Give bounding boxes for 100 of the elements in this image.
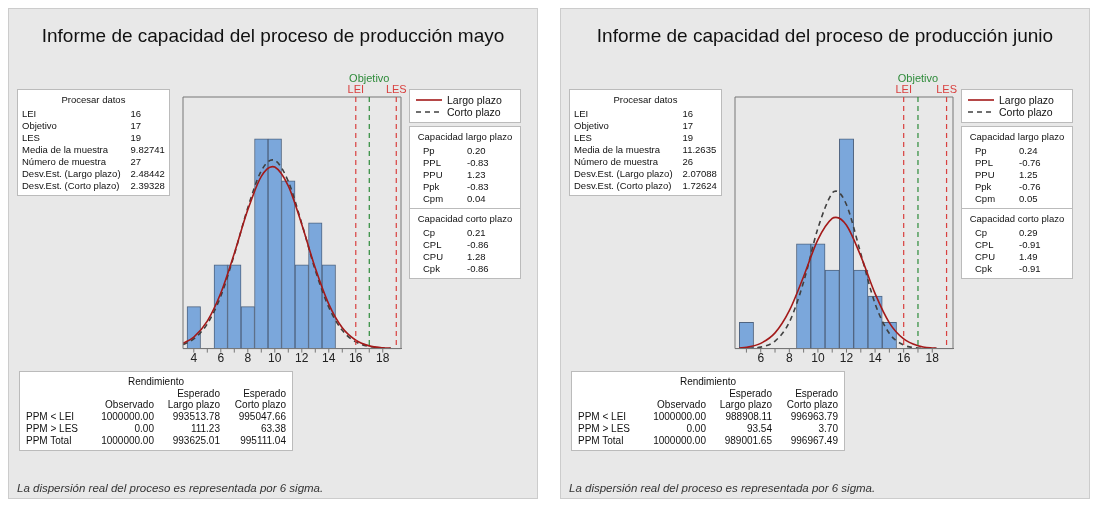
ref-line-label: Objetivo (897, 71, 939, 84)
data-label: 1.25 (1019, 169, 1039, 180)
legend-label: Corto plazo (447, 106, 501, 118)
text: Capacidad largo plazo (968, 131, 1066, 142)
category-label: Cpk (423, 263, 441, 274)
data-label: 0.29 (1019, 227, 1039, 238)
data-label: 19 (130, 132, 143, 143)
data-label: -0.76 (1019, 181, 1042, 192)
data-label: 9.82741 (130, 144, 165, 155)
data-label: 0.20 (467, 145, 487, 156)
chart-title: Informe de capacidad del proceso de producción junio (595, 25, 1055, 47)
category-label: Objetivo (22, 120, 58, 131)
data-label: 16 (130, 108, 143, 119)
ref-line-label: LES (385, 82, 407, 95)
data-label: -0.91 (1019, 239, 1042, 250)
series-label: Observado (104, 398, 154, 410)
legend-label: Corto plazo (999, 106, 1053, 118)
data-label: 16 (682, 108, 695, 119)
category-label: PPM < LEI (26, 411, 76, 422)
data-label: 17 (130, 120, 143, 131)
category-label: Objetivo (574, 120, 610, 131)
data-label: 19 (682, 132, 695, 143)
data-label: 1.72624 (682, 180, 717, 191)
text: Esperado Corto plazo (233, 388, 286, 410)
x-tick-label: 16 (897, 351, 911, 366)
category-label: PPM Total (26, 435, 73, 446)
data-label: 0.04 (467, 193, 487, 204)
data-label: 993625.01 (171, 435, 220, 446)
data-label: -0.86 (467, 239, 490, 250)
data-label: 995111.04 (239, 435, 286, 446)
category-label: CPU (423, 251, 445, 262)
category-label: Cpk (975, 263, 993, 274)
category-label: Media de la muestra (22, 144, 110, 155)
category-label: Cp (975, 227, 989, 238)
data-label: 27 (130, 156, 143, 167)
data-label: 93.54 (745, 423, 772, 434)
text: La dispersión real del proceso es representada por 6 sigma. (569, 482, 876, 494)
category-label: Desv.Est. (Corto plazo) (22, 180, 121, 191)
category-label: Pp (975, 145, 988, 156)
x-tick-label: 10 (811, 351, 825, 366)
text: La dispersión real del proceso es representada por 6 sigma. (17, 482, 324, 494)
category-label: Ppk (975, 181, 993, 192)
data-label: 0.05 (1019, 193, 1039, 204)
data-label: 26 (682, 156, 695, 167)
data-label: -0.76 (1019, 157, 1042, 168)
data-label: 995047.66 (237, 411, 286, 422)
data-label: 2.39328 (130, 180, 165, 191)
category-label: PPM Total (578, 435, 625, 446)
category-label: Cpm (975, 193, 997, 204)
category-label: CPL (423, 239, 443, 250)
category-label: Desv.Est. (Largo plazo) (22, 168, 121, 179)
category-label: LES (22, 132, 41, 143)
text: Esperado Largo plazo (718, 388, 772, 410)
category-label: PPM < LEI (578, 411, 628, 422)
text: Procesar datos (60, 94, 127, 105)
x-tick-label: 4 (190, 351, 198, 366)
data-label: 1000000.00 (652, 411, 706, 422)
x-tick-label: 16 (349, 351, 363, 366)
data-label: 1.49 (1019, 251, 1039, 262)
category-label: PPM > LES (578, 423, 631, 434)
data-label: 1.28 (467, 251, 487, 262)
text: Esperado Corto plazo (785, 388, 838, 410)
data-label: 0.00 (133, 423, 154, 434)
x-tick-label: 18 (376, 351, 390, 366)
category-label: CPL (975, 239, 995, 250)
data-label: -0.86 (467, 263, 490, 274)
text: Capacidad largo plazo (416, 131, 514, 142)
x-tick-label: 6 (757, 351, 765, 366)
category-label: Ppk (423, 181, 441, 192)
text: Procesar datos (612, 94, 679, 105)
category-label: Cp (423, 227, 437, 238)
data-label: 988908.11 (724, 411, 772, 422)
category-label: Número de muestra (574, 156, 659, 167)
text: Capacidad corto plazo (968, 213, 1066, 224)
ref-line-label: Objetivo (349, 71, 390, 84)
x-tick-label: 8 (244, 351, 252, 366)
legend-label: Largo plazo (447, 94, 502, 106)
x-tick-label: 14 (868, 351, 883, 366)
data-label: 993513.78 (171, 411, 220, 422)
category-label: LEI (22, 108, 38, 119)
category-label: LES (574, 132, 593, 143)
x-tick-label: 6 (217, 351, 225, 366)
data-label: 1000000.00 (100, 411, 154, 422)
data-label: 111.23 (189, 423, 220, 434)
x-tick-label: 12 (839, 351, 854, 366)
data-label: 0.24 (1019, 145, 1039, 156)
data-label: 996967.49 (789, 435, 838, 446)
chart-title: Informe de capacidad del proceso de producción mayo (40, 25, 506, 47)
category-label: Pp (423, 145, 436, 156)
data-label: 1.23 (467, 169, 487, 180)
category-label: CPU (975, 251, 997, 262)
text: Capacidad corto plazo (416, 213, 514, 224)
category-label: Media de la muestra (574, 144, 662, 155)
data-label: 989001.65 (723, 435, 772, 446)
data-label: 1000000.00 (100, 435, 154, 446)
data-label: -0.91 (1019, 263, 1042, 274)
series-label: Observado (656, 398, 706, 410)
ref-line-label: LEI (895, 82, 912, 95)
x-tick-label: 10 (268, 351, 282, 366)
category-label: LEI (574, 108, 590, 119)
